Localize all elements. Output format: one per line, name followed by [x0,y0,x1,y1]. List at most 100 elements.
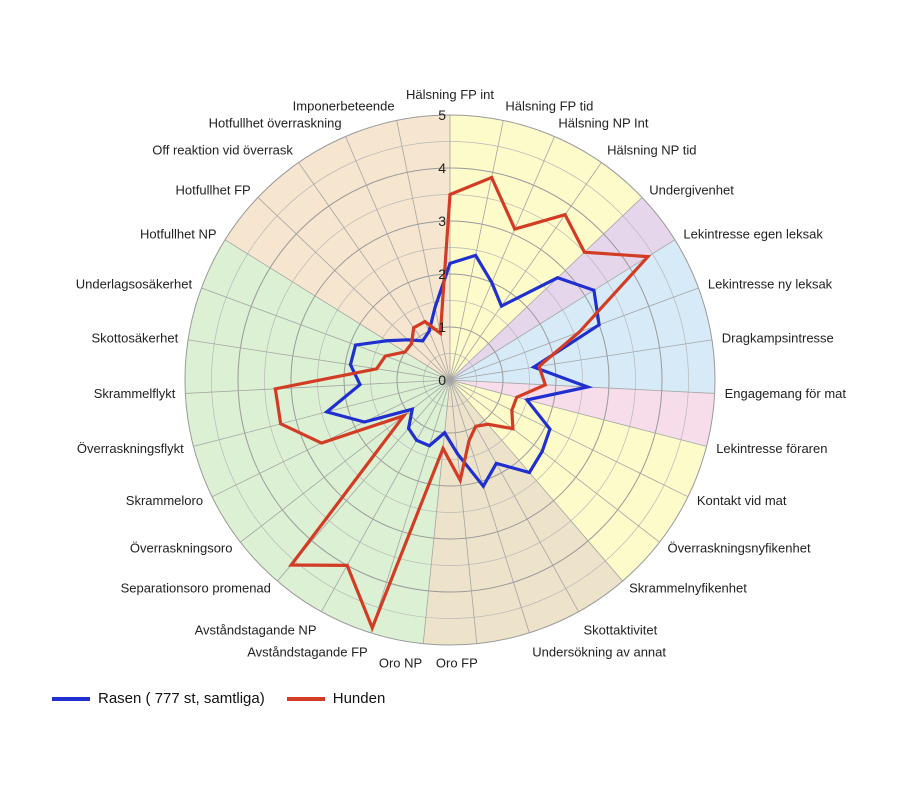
data-point [448,193,452,196]
category-sector-1 [450,197,675,380]
data-point [375,367,379,371]
data-point [448,261,452,265]
legend-label-hunden: Hunden [332,690,386,707]
data-point [494,461,498,465]
grid-spoke-3 [449,162,602,381]
data-point [273,387,277,391]
data-point [433,305,437,309]
legend: Rasen ( 777 st, samtliga) Hunden [52,690,407,707]
category-label-7: Dragkampsintresse [722,330,834,345]
data-point [427,444,431,448]
category-sector-5 [423,380,623,645]
data-point [511,427,515,431]
data-point [423,320,427,324]
grid-spoke-11 [449,379,660,543]
data-point [427,329,431,333]
legend-swatch-rasen [52,696,90,701]
grid-spoke-25 [201,287,451,381]
grid-spoke-10 [449,379,689,498]
data-point [513,227,517,231]
category-label-21: Skrammeloro [126,493,203,508]
data-point [279,422,283,426]
data-point [354,343,358,347]
data-point [415,438,419,442]
category-label-4: Undergivenhet [649,183,734,198]
tick-label-1: 1 [438,319,446,335]
data-point [441,447,445,451]
category-label-3: Hälsning NP tid [607,142,696,157]
grid-spoke-7 [449,339,713,381]
data-point [325,410,329,414]
category-label-26: Hotfullhet NP [140,227,217,242]
data-point [467,439,471,443]
grid-spoke-18 [321,379,451,612]
category-label-16: Oro NP [379,656,422,671]
grid-spoke-14 [449,379,530,633]
data-series [273,175,652,633]
category-sector-0 [450,115,643,380]
category-label-11: Överraskningsnyfikenhet [668,540,811,555]
data-point [527,470,531,474]
grid-spoke-24 [187,339,451,381]
category-label-30: Imponerbeteende [293,99,395,114]
tick-label-2: 2 [438,266,446,282]
legend-label-rasen: Rasen ( 777 st, samtliga) [98,690,265,707]
grid-spoke-28 [298,162,451,381]
data-point [412,326,416,330]
data-point [402,414,406,418]
data-point [370,626,374,630]
category-label-25: Underlagsosäkerhet [76,277,193,292]
data-point [525,398,529,402]
data-point [456,452,460,456]
tick-label-0: 0 [438,372,446,388]
grid-spoke-4 [449,197,643,381]
category-label-5: Lekintresse egen leksak [683,227,823,242]
grid-spoke-27 [257,197,451,381]
grid-spoke-9 [449,379,707,447]
data-point [586,385,590,389]
category-label-13: Skottaktivitet [584,622,658,637]
category-label-29: Hotfullhet överraskning [209,115,342,130]
category-label-23: Skrammelflykt [94,386,176,401]
data-point [383,354,387,358]
data-point [345,563,349,567]
data-point [486,422,490,426]
grid-spoke-29 [345,136,451,381]
data-point [474,253,478,257]
category-label-18: Avståndstagande NP [195,622,317,637]
category-label-24: Skottosäkerhet [91,330,178,345]
data-point [362,420,366,424]
category-label-2: Hälsning NP Int [558,115,648,130]
radial-tick-labels: 0 1 2 3 4 5 [438,107,446,388]
data-point [537,364,541,368]
grid-spoke-6 [449,287,699,381]
tick-label-5: 5 [438,107,446,123]
data-point [582,250,586,254]
data-point [421,339,425,343]
series-line-hunden [273,175,652,633]
data-point [474,424,478,428]
grid-spoke-1 [449,120,504,381]
grid-spoke-26 [224,239,451,381]
category-label-10: Kontakt vid mat [697,493,787,508]
data-point [490,176,494,180]
grid-spoke-23 [185,379,451,394]
radar-grid [184,114,716,646]
grid-spoke-17 [370,379,451,633]
grid-spoke-16 [422,379,451,644]
category-label-15: Oro FP [436,656,478,671]
category-label-28: Off reaktion vid överrask [152,142,293,157]
data-point [407,426,411,430]
data-point [481,484,485,488]
data-point [646,255,650,259]
data-point [385,339,389,343]
series-line-rasen [323,253,601,490]
data-point [499,304,503,308]
data-point [443,431,447,435]
grid-spoke-5 [449,239,676,381]
legend-swatch-hunden [286,696,325,701]
data-point [548,427,552,431]
data-point [410,407,414,411]
grid-spoke-30 [396,120,451,381]
data-point [320,441,324,445]
